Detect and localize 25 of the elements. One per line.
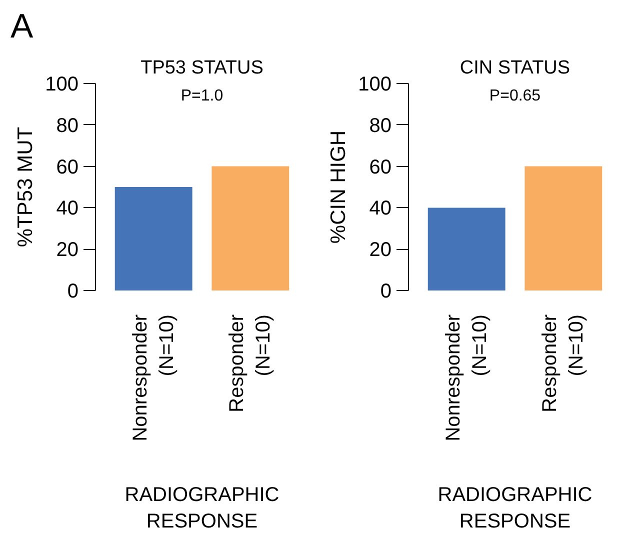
y-tick-label: 20	[56, 239, 79, 262]
y-tick-label: 40	[56, 198, 79, 220]
chart-title: CIN STATUS	[460, 58, 570, 78]
y-tick-label: 100	[358, 74, 392, 96]
y-tick-label: 60	[56, 156, 79, 178]
y-tick-label: 100	[45, 74, 79, 96]
y-tick-label: 60	[369, 156, 392, 178]
x-tick-label: Nonresponder (N=10)	[129, 314, 178, 442]
y-tick-label: 80	[369, 114, 392, 137]
x-axis-title: RADIOGRAPHIC RESPONSE	[438, 484, 592, 533]
y-tick-label: 40	[369, 198, 392, 220]
y-axis-title: %TP53 MUT	[14, 126, 38, 248]
text: A	[10, 8, 34, 46]
x-tick-label: Responder (N=10)	[539, 314, 588, 412]
annotation: P=1.0	[180, 88, 224, 105]
chart-title: TP53 STATUS	[140, 58, 264, 78]
y-tick-label: 80	[56, 114, 79, 137]
x-tick-label: Nonresponder (N=10)	[442, 314, 491, 442]
y-tick-label: 0	[67, 280, 78, 302]
y-tick-label: 20	[369, 239, 392, 262]
x-axis-title: RADIOGRAPHIC RESPONSE	[124, 484, 280, 533]
x-tick-label: Responder (N=10)	[226, 314, 275, 412]
annotation: P=0.65	[489, 88, 541, 105]
y-tick-label: 0	[380, 280, 392, 302]
y-axis-title: %CIN HIGH	[327, 130, 350, 244]
